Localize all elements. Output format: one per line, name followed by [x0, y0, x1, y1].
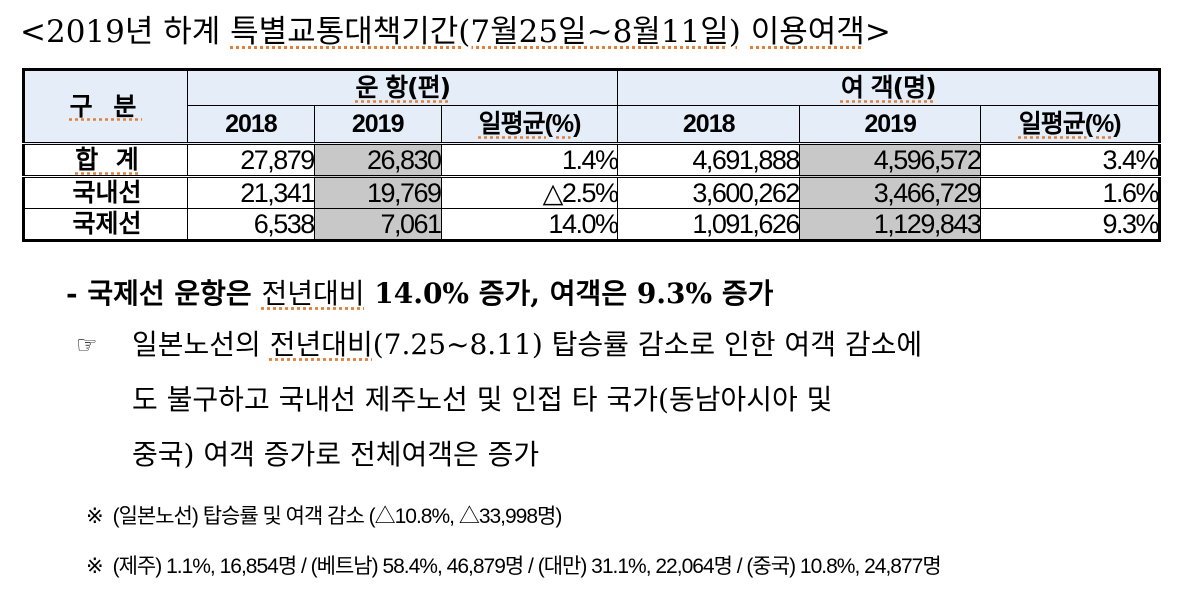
- flights-2019-cell: 19,769: [313, 175, 442, 209]
- header-category-label: 구 분: [69, 91, 143, 121]
- note-line-3: 중국) 여객 증가로 전체여객은 증가: [132, 438, 540, 471]
- remark-japan: ※ (일본노선) 탑승률 및 여객 감소 (△10.8%, △33,998명): [86, 500, 563, 530]
- summary-text-b: 전년대비: [261, 277, 365, 310]
- title-prefix: <2019년 하계: [20, 14, 231, 50]
- header-flights-avg-label: 일평균(%): [478, 110, 582, 138]
- title-suffix: >: [864, 14, 891, 50]
- table-row-total: 합 계 27,879 26,830 1.4% 4,691,888 4,596,5…: [23, 142, 1160, 177]
- pax-avg-cell: 1.6%: [980, 175, 1160, 209]
- header-flights-label: 운 항(편): [355, 73, 451, 102]
- header-pax-2019: 2019: [798, 105, 982, 144]
- summary-text-a: 국제선 운항은: [87, 277, 262, 310]
- header-passengers-label: 여 객(명): [840, 73, 937, 102]
- title-space: [741, 14, 751, 50]
- document-title: <2019년 하계 특별교통대책기간(7월25일~8월11일) 이용여객>: [20, 6, 891, 51]
- header-passengers-group: 여 객(명): [617, 69, 1160, 106]
- row-label-text: 합 계: [75, 145, 139, 174]
- note-line-2: 도 불구하고 국내선 제주노선 및 인접 타 국가(동남아시아 및: [132, 383, 833, 416]
- flights-2019-cell: 26,830: [313, 142, 442, 177]
- pax-2019-cell: 4,596,572: [798, 142, 982, 177]
- pax-2018-cell: 1,091,626: [617, 208, 800, 241]
- pax-2018-cell: 4,691,888: [617, 142, 800, 177]
- reference-mark-icon: ※: [86, 504, 104, 528]
- pax-2019-cell: 3,466,729: [798, 175, 982, 209]
- summary-dash: -: [66, 277, 78, 310]
- header-flights-group: 운 항(편): [186, 69, 619, 106]
- title-passengers: 이용여객: [750, 14, 865, 50]
- row-label: 국내선: [23, 175, 188, 209]
- note-line-1-c: (7.25~8.11) 탑승률 감소로 인한 여객 감소에: [372, 328, 923, 361]
- pax-2018-cell: 3,600,262: [617, 175, 800, 209]
- flights-avg-cell: 1.4%: [440, 142, 619, 177]
- note-line-1-b: 전년대비: [269, 328, 373, 361]
- flights-2018-cell: 6,538: [187, 208, 315, 241]
- pointing-hand-icon: ☞: [76, 331, 98, 359]
- flights-2019-cell: 7,061: [313, 208, 442, 241]
- row-label: 합 계: [23, 142, 188, 177]
- title-period: 특별교통대책기간(7월25일~8월11일): [230, 14, 741, 50]
- remark-regions: ※ (제주) 1.1%, 16,854명 / (베트남) 58.4%, 46,87…: [86, 550, 942, 580]
- header-flights-2019: 2019: [313, 105, 442, 144]
- flights-2018-cell: 21,341: [187, 175, 315, 209]
- flights-avg-cell: △2.5%: [440, 175, 619, 209]
- flights-2018-cell: 27,879: [187, 142, 315, 177]
- header-pax-avg: 일평균(%): [980, 105, 1160, 144]
- header-category: 구 분: [23, 69, 188, 144]
- flights-avg-cell: 14.0%: [440, 208, 619, 241]
- pax-avg-cell: 9.3%: [980, 208, 1160, 241]
- header-flights-avg: 일평균(%): [440, 105, 619, 144]
- note-line-1: ☞ 일본노선의 전년대비(7.25~8.11) 탑승률 감소로 인한 여객 감소에: [76, 323, 1166, 378]
- explanation-note: ☞ 일본노선의 전년대비(7.25~8.11) 탑승률 감소로 인한 여객 감소에…: [76, 323, 1166, 488]
- remark-regions-text: (제주) 1.1%, 16,854명 / (베트남) 58.4%, 46,879…: [112, 555, 942, 578]
- table-row-international: 국제선 6,538 7,061 14.0% 1,091,626 1,129,84…: [23, 208, 1160, 241]
- header-pax-avg-label: 일평균(%): [1018, 110, 1122, 138]
- header-flights-2018: 2018: [187, 105, 315, 144]
- note-line-1-a: 일본노선의: [132, 328, 270, 361]
- reference-mark-icon: ※: [86, 554, 104, 578]
- summary-bullet: - 국제선 운항은 전년대비 14.0% 증가, 여객은 9.3% 증가: [66, 272, 773, 312]
- header-pax-2018: 2018: [617, 105, 800, 144]
- row-label: 국제선: [23, 208, 188, 241]
- remark-japan-text: (일본노선) 탑승률 및 여객 감소 (△10.8%, △33,998명): [112, 505, 563, 528]
- table-row-domestic: 국내선 21,341 19,769 △2.5% 3,600,262 3,466,…: [23, 175, 1160, 209]
- pax-2019-cell: 1,129,843: [798, 208, 982, 241]
- summary-text-c: 14.0% 증가, 여객은 9.3% 증가: [364, 277, 774, 310]
- passenger-stats-table: 구 분 운 항(편) 여 객(명) 2018 2019 일평균(%) 2018 …: [22, 68, 1161, 242]
- pax-avg-cell: 3.4%: [980, 142, 1160, 177]
